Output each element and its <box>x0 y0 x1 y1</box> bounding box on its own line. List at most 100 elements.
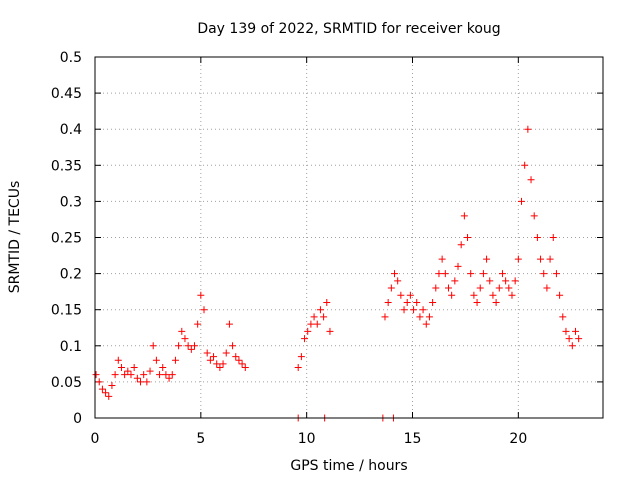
x-tick-label: 20 <box>509 431 527 447</box>
data-point <box>206 356 214 364</box>
data-point <box>140 371 148 379</box>
y-tick-label: 0.1 <box>60 339 82 355</box>
plot-frame <box>94 56 604 419</box>
data-point <box>479 270 487 278</box>
data-point <box>476 284 484 292</box>
data-point <box>326 327 334 335</box>
data-point <box>432 284 440 292</box>
x-tick-label: 5 <box>196 431 205 447</box>
data-point <box>320 313 328 321</box>
data-point <box>473 298 481 306</box>
data-point <box>111 371 119 379</box>
data-point <box>518 197 526 205</box>
axis-ticks <box>94 56 603 419</box>
data-point <box>203 349 211 357</box>
data-point <box>505 284 513 292</box>
data-point <box>483 255 491 263</box>
data-point <box>422 320 430 328</box>
data-point <box>92 371 100 379</box>
data-point <box>562 327 570 335</box>
data-point <box>492 298 500 306</box>
data-point <box>197 291 205 299</box>
data-point <box>294 363 302 371</box>
data-point <box>511 277 519 285</box>
data-point <box>464 234 472 241</box>
data-point <box>565 335 573 343</box>
data-point <box>313 320 321 328</box>
data-point <box>416 313 424 321</box>
data-point <box>394 277 402 285</box>
y-axis-label: SRMTID / TECUs <box>7 181 23 294</box>
data-point <box>498 270 506 278</box>
y-tick-label: 0.05 <box>51 375 82 391</box>
data-point <box>222 349 230 357</box>
data-point <box>307 320 315 328</box>
data-point <box>178 327 186 335</box>
x-axis-label: GPS time / hours <box>290 458 407 474</box>
data-point <box>451 277 459 285</box>
data-point <box>397 291 405 299</box>
data-point <box>194 320 202 328</box>
data-point <box>297 353 305 361</box>
data-point <box>524 125 532 133</box>
data-point <box>410 306 418 314</box>
data-point <box>301 335 309 343</box>
data-point <box>413 298 421 306</box>
data-point <box>98 385 106 393</box>
data-point <box>117 363 125 371</box>
data-point <box>95 378 103 386</box>
data-point <box>304 327 312 335</box>
data-point <box>568 342 576 350</box>
y-tick-label: 0.45 <box>51 86 82 102</box>
data-point <box>546 255 554 263</box>
data-point <box>149 342 157 350</box>
data-point <box>454 262 462 270</box>
x-tick-label: 0 <box>91 431 100 447</box>
data-point <box>540 270 548 278</box>
data-point <box>521 161 529 169</box>
data-point <box>441 270 449 278</box>
data-point <box>162 371 170 379</box>
data-point <box>124 367 132 375</box>
data-point <box>133 374 141 382</box>
data-point <box>168 371 176 379</box>
data-point <box>143 378 151 386</box>
data-point <box>530 212 538 220</box>
data-point <box>495 284 503 292</box>
data-point <box>470 291 478 299</box>
y-tick-label: 0 <box>73 411 82 427</box>
data-point <box>552 270 560 278</box>
data-point <box>549 234 557 241</box>
data-point <box>556 291 564 299</box>
data-point <box>575 335 583 343</box>
data-point <box>210 353 218 361</box>
y-tick-label: 0.25 <box>51 231 82 247</box>
data-point <box>467 270 475 278</box>
data-point <box>156 371 164 379</box>
data-point <box>489 291 497 299</box>
data-point <box>159 363 167 371</box>
data-point <box>444 284 452 292</box>
data-point <box>187 345 195 353</box>
data-point <box>232 353 240 361</box>
data-point <box>543 284 551 292</box>
data-point <box>435 270 443 278</box>
data-point <box>406 291 414 299</box>
data-point <box>457 241 465 249</box>
data-point <box>108 382 116 390</box>
data-point <box>181 335 189 343</box>
y-tick-label: 0.2 <box>60 267 82 283</box>
y-tick-label: 0.15 <box>51 303 82 319</box>
data-point <box>514 255 522 263</box>
data-point <box>387 284 395 292</box>
data-point <box>460 212 468 220</box>
data-point <box>105 392 113 400</box>
data-point <box>137 378 145 386</box>
data-point <box>323 298 331 306</box>
data-point <box>527 176 535 184</box>
chart-title: Day 139 of 2022, SRMTID for receiver kou… <box>197 21 500 37</box>
data-point <box>171 356 179 364</box>
data-point <box>438 255 446 263</box>
